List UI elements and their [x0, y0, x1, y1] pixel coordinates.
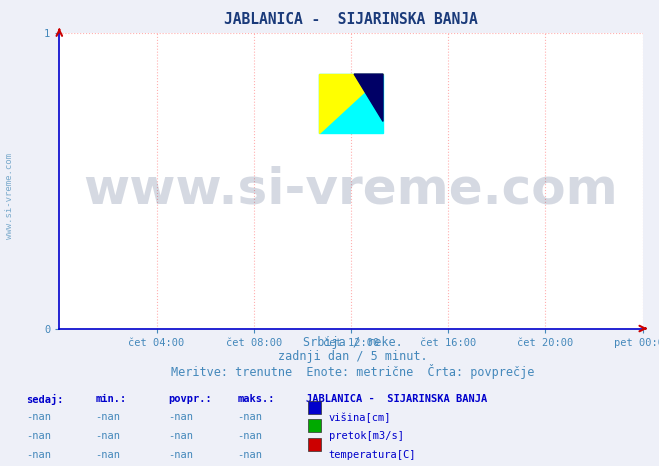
Text: sedaj:: sedaj:: [26, 394, 64, 405]
Text: -nan: -nan: [168, 431, 193, 441]
Text: -nan: -nan: [26, 412, 51, 422]
Text: povpr.:: povpr.:: [168, 394, 212, 404]
Title: JABLANICA -  SIJARINSKA BANJA: JABLANICA - SIJARINSKA BANJA: [224, 12, 478, 27]
Text: zadnji dan / 5 minut.: zadnji dan / 5 minut.: [277, 350, 428, 363]
Text: -nan: -nan: [237, 412, 262, 422]
Text: temperatura[C]: temperatura[C]: [329, 450, 416, 459]
Polygon shape: [319, 74, 383, 133]
Text: -nan: -nan: [96, 450, 121, 459]
Text: -nan: -nan: [96, 431, 121, 441]
Text: Srbija / reke.: Srbija / reke.: [302, 336, 403, 350]
Text: -nan: -nan: [237, 450, 262, 459]
Text: www.si-vreme.com: www.si-vreme.com: [5, 153, 14, 239]
Text: min.:: min.:: [96, 394, 127, 404]
Text: pretok[m3/s]: pretok[m3/s]: [329, 431, 404, 441]
Text: -nan: -nan: [26, 450, 51, 459]
Text: maks.:: maks.:: [237, 394, 275, 404]
Text: -nan: -nan: [96, 412, 121, 422]
Text: www.si-vreme.com: www.si-vreme.com: [84, 165, 618, 213]
Polygon shape: [319, 74, 383, 133]
Text: -nan: -nan: [168, 450, 193, 459]
Text: -nan: -nan: [26, 431, 51, 441]
Polygon shape: [354, 74, 383, 122]
Text: Meritve: trenutne  Enote: metrične  Črta: povprečje: Meritve: trenutne Enote: metrične Črta: …: [171, 364, 534, 379]
Text: JABLANICA -  SIJARINSKA BANJA: JABLANICA - SIJARINSKA BANJA: [306, 394, 488, 404]
Text: višina[cm]: višina[cm]: [329, 412, 391, 423]
Text: -nan: -nan: [237, 431, 262, 441]
Text: -nan: -nan: [168, 412, 193, 422]
